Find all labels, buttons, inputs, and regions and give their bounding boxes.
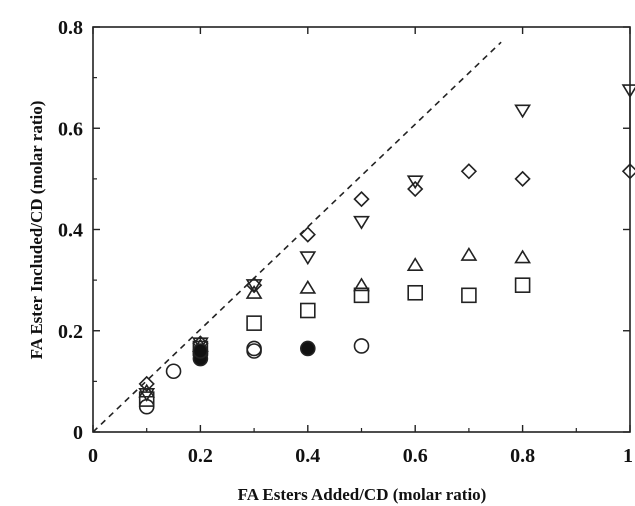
open-circle-marker: [138, 398, 155, 415]
x-tick-label: 0.2: [188, 445, 213, 467]
diamond-marker: [514, 170, 531, 188]
y-axis-title: FA Ester Included/CD (molar ratio): [27, 101, 46, 360]
diamond-marker: [138, 375, 155, 393]
square-marker: [407, 284, 424, 301]
triangle-down-marker: [621, 84, 635, 99]
reference-dashed-line: [92, 41, 502, 433]
open-circle-marker: [165, 363, 182, 380]
triangle-up-marker: [406, 257, 424, 271]
triangle-up-marker: [245, 284, 263, 299]
y-tick-label: 0.6: [58, 118, 83, 140]
square-marker: [246, 315, 262, 331]
filled-circle-marker: [192, 343, 209, 359]
triangle-up-marker: [353, 277, 370, 292]
axis-ticks: [92, 26, 631, 433]
square-marker: [461, 287, 477, 304]
diamond-marker: [299, 226, 316, 243]
diamond-marker: [621, 163, 635, 180]
y-tick-label: 0.2: [58, 321, 83, 343]
x-tick-label: 0.8: [510, 445, 535, 467]
y-tick-label: 0.4: [58, 220, 83, 242]
x-axis-title: FA Esters Added/CD (molar ratio): [238, 485, 487, 504]
x-tick-label: 0.4: [295, 445, 320, 467]
data-points: [138, 84, 635, 415]
triangle-down-marker: [406, 175, 424, 190]
triangle-down-marker: [353, 215, 370, 230]
triangle-down-marker: [245, 279, 263, 294]
diamond-marker: [460, 163, 478, 180]
x-tick-label: 0.6: [403, 445, 428, 467]
triangle-up-marker: [138, 383, 156, 398]
open-circle-marker: [246, 340, 262, 357]
x-tick-label: 0: [88, 445, 98, 467]
triangle-down-marker: [514, 104, 532, 119]
filled-circle-marker: [299, 340, 316, 357]
square-marker: [138, 391, 155, 407]
open-circle-marker: [353, 338, 370, 354]
triangle-down-marker: [138, 387, 156, 402]
diamond-marker: [353, 190, 370, 208]
triangle-down-marker: [299, 251, 317, 266]
diamond-marker: [407, 180, 424, 198]
triangle-up-marker: [299, 279, 317, 294]
axis-tick-labels: 0 0.2 0.4 0.6 0.8 1 0 0.2 0.4 0.6 0.8: [58, 17, 633, 467]
y-tick-label: 0.8: [58, 17, 83, 39]
square-marker: [353, 287, 370, 304]
x-tick-label: 1: [623, 445, 633, 467]
square-marker: [514, 277, 531, 293]
y-tick-label: 0: [73, 422, 83, 444]
square-marker: [299, 302, 316, 319]
triangle-up-marker: [514, 249, 532, 264]
triangle-up-marker: [460, 246, 478, 261]
